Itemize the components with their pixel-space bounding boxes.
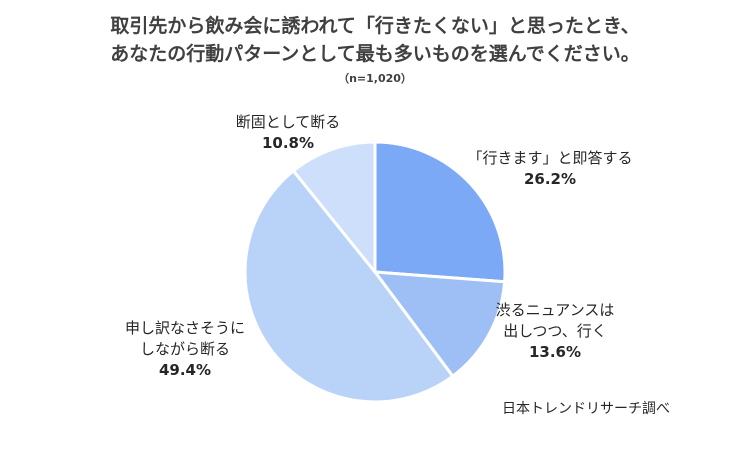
slice-danko	[291, 140, 377, 274]
slice-name: 「行きます」と即答する	[467, 149, 633, 167]
slice-label-shiburu: 渋るニュアンスは 出しつつ、行く 13.6%	[470, 300, 640, 363]
slice-name: 出しつつ、行く	[503, 322, 607, 340]
chart-title: 取引先から飲み会に誘われて「行きたくない」と思ったとき、 あなたの行動パターンと…	[0, 12, 750, 68]
slice-value: 49.4%	[158, 361, 212, 379]
slice-value: 26.2%	[523, 170, 577, 188]
slice-label-moushiwake: 申し訳なさそうに しながら断る 49.4%	[110, 318, 260, 381]
slice-sokuto	[373, 140, 507, 284]
slice-name: 申し訳なさそうに	[124, 319, 245, 337]
slice-label-danko: 断固として断る 10.8%	[208, 112, 368, 154]
slice-name: しながら断る	[139, 340, 230, 358]
title-line-1: 取引先から飲み会に誘われて「行きたくない」と思ったとき、	[110, 15, 640, 37]
slice-name: 断固として断る	[235, 113, 341, 131]
slice-label-sokuto: 「行きます」と即答する 26.2%	[440, 148, 660, 190]
slice-moushiwake	[243, 169, 455, 404]
slice-shiburu	[373, 270, 507, 378]
title-line-2: あなたの行動パターンとして最も多いものを選んでください。	[110, 43, 640, 65]
slice-value: 13.6%	[528, 343, 582, 361]
slice-name: 渋るニュアンスは	[495, 301, 615, 319]
source-note: 日本トレンドリサーチ調べ	[502, 401, 670, 417]
slice-value: 10.8%	[261, 134, 315, 152]
sample-size: （n=1,020）	[338, 72, 412, 85]
